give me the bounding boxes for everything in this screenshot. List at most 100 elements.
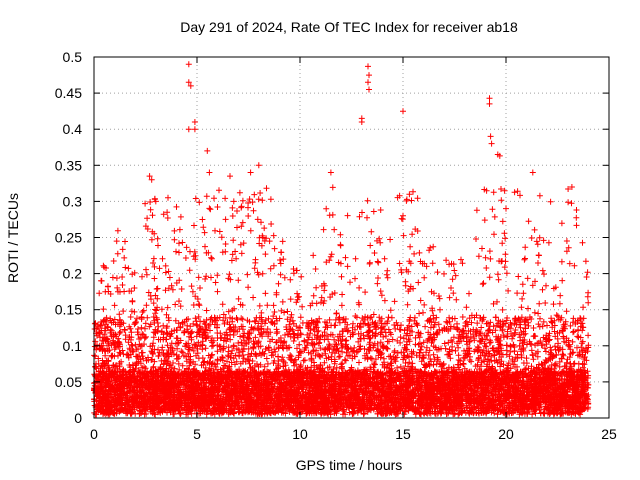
data-point <box>207 206 214 213</box>
data-point <box>557 292 564 299</box>
data-point <box>394 364 401 371</box>
data-point <box>263 185 270 192</box>
data-point <box>214 204 221 210</box>
data-point <box>463 318 470 325</box>
data-point <box>279 238 286 245</box>
data-point <box>584 269 591 276</box>
data-point <box>568 200 575 207</box>
data-point <box>367 355 374 362</box>
data-point <box>165 194 171 201</box>
data-point <box>580 304 587 311</box>
data-point <box>502 235 509 242</box>
data-point <box>539 267 546 274</box>
data-point <box>482 254 489 261</box>
data-point <box>239 219 246 226</box>
data-point <box>416 310 423 317</box>
data-point <box>199 216 206 223</box>
data-point <box>502 251 509 258</box>
data-point <box>154 235 161 242</box>
data-point <box>178 286 185 292</box>
data-point <box>507 348 514 355</box>
data-point <box>370 208 377 215</box>
data-point <box>370 311 377 318</box>
data-point <box>520 290 527 297</box>
data-point <box>503 347 510 354</box>
data-point <box>544 322 550 329</box>
data-point <box>116 311 123 318</box>
data-point <box>547 198 554 205</box>
data-point <box>186 267 193 274</box>
data-point <box>262 251 269 258</box>
data-point <box>337 241 344 248</box>
data-point <box>480 280 487 287</box>
data-point <box>150 314 157 320</box>
data-point <box>277 271 284 278</box>
data-point <box>374 280 381 287</box>
data-point <box>536 300 543 307</box>
data-point <box>430 243 437 250</box>
data-point <box>412 334 419 341</box>
data-point <box>100 306 107 313</box>
data-point <box>270 262 277 269</box>
data-point <box>265 315 272 322</box>
data-point <box>522 255 528 262</box>
data-point <box>566 260 573 267</box>
data-point <box>420 309 426 316</box>
data-point <box>202 276 209 282</box>
data-point <box>525 218 532 225</box>
data-point <box>489 206 496 213</box>
data-point <box>229 204 236 211</box>
data-point <box>150 300 157 307</box>
data-point <box>337 231 344 238</box>
data-point <box>381 255 388 262</box>
data-point <box>447 355 454 362</box>
data-point <box>401 327 408 334</box>
data-point <box>558 220 565 227</box>
data-point <box>439 362 446 369</box>
data-point <box>235 295 242 302</box>
data-point <box>287 352 294 359</box>
data-point <box>540 237 547 244</box>
data-point <box>261 225 268 232</box>
data-point <box>270 232 277 239</box>
data-point <box>264 360 271 367</box>
data-point <box>435 321 442 328</box>
data-point <box>140 355 147 362</box>
data-point <box>287 276 294 283</box>
data-point <box>171 227 178 234</box>
data-point <box>535 310 542 317</box>
data-point <box>545 239 552 246</box>
data-point <box>573 207 580 213</box>
data-point <box>195 313 202 320</box>
data-point <box>187 248 193 255</box>
data-point <box>111 302 118 309</box>
data-point <box>162 269 169 276</box>
data-point <box>112 344 119 351</box>
data-point <box>397 334 404 341</box>
data-point <box>222 216 229 223</box>
data-point <box>570 328 577 335</box>
data-point <box>416 340 423 347</box>
data-point <box>121 254 128 261</box>
data-point <box>556 300 563 307</box>
data-point <box>368 228 375 235</box>
data-point <box>200 224 207 231</box>
data-point <box>164 215 171 221</box>
data-point <box>347 279 353 286</box>
data-point <box>408 323 415 330</box>
data-point <box>166 274 173 281</box>
data-point <box>130 347 137 354</box>
data-point <box>256 302 263 309</box>
data-point <box>202 243 208 250</box>
data-point <box>226 271 233 278</box>
data-point <box>182 255 189 261</box>
data-point <box>387 236 394 243</box>
data-point <box>155 352 162 359</box>
data-point <box>554 313 561 320</box>
data-point <box>122 264 129 271</box>
data-point <box>558 258 565 265</box>
data-point <box>329 184 336 191</box>
data-point <box>298 273 305 280</box>
chart-title: Day 291 of 2024, Rate Of TEC Index for r… <box>180 19 518 35</box>
data-point <box>113 275 120 282</box>
